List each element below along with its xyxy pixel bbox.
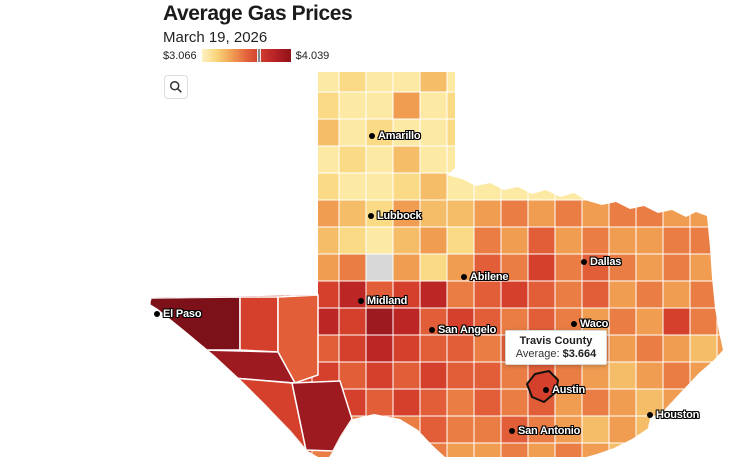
legend-gradient-bar: [201, 49, 291, 62]
county-culberson: [239, 296, 279, 353]
date-label: March 19, 2026: [163, 29, 268, 46]
county-brewster: [291, 380, 353, 452]
tooltip-average-value: $3.664: [562, 348, 597, 360]
county-fill-layer: [150, 72, 723, 457]
color-legend: $3.066 $4.039: [163, 49, 329, 62]
county-el-paso-hudspeth: [150, 296, 241, 351]
map-tooltip: Travis County Average: $3.664: [505, 330, 607, 365]
tooltip-average-line: Average: $3.664: [512, 348, 600, 360]
legend-max-label: $4.039: [295, 49, 330, 62]
county-reeves: [277, 294, 319, 384]
header: Average Gas Prices March 19, 2026: [163, 2, 353, 46]
highlighted-county-travis: [526, 370, 559, 403]
tooltip-county-name: Travis County: [519, 335, 593, 347]
legend-marker: [256, 49, 261, 62]
galveston-bay: [648, 415, 672, 435]
page-title: Average Gas Prices: [163, 2, 353, 25]
legend-min-label: $3.066: [163, 49, 197, 62]
search-button[interactable]: [164, 75, 188, 99]
tooltip-average-label: Average:: [515, 348, 560, 360]
search-icon: [169, 80, 182, 93]
